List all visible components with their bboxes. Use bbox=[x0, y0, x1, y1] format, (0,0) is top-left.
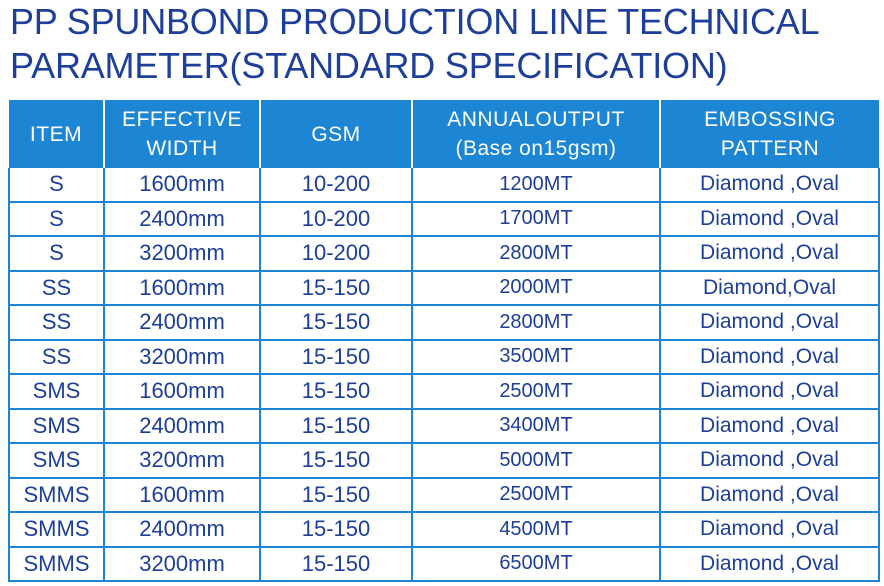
table-row: SMS 2400mm 15-150 3400MT Diamond ,Oval bbox=[8, 408, 880, 444]
cell-embossing-pattern: Diamond ,Oval bbox=[659, 339, 880, 375]
cell-item: S bbox=[8, 236, 104, 272]
cell-embossing-pattern: Diamond ,Oval bbox=[659, 374, 880, 410]
table-row: SMMS 3200mm 15-150 6500MT Diamond ,Oval bbox=[8, 546, 880, 582]
cell-embossing-pattern: Diamond ,Oval bbox=[659, 443, 880, 479]
cell-embossing-pattern: Diamond ,Oval bbox=[659, 236, 880, 272]
table-row: S 1600mm 10-200 1200MT Diamond ,Oval bbox=[8, 168, 880, 203]
header-item: ITEM bbox=[9, 100, 105, 168]
cell-annual-output: 3400MT bbox=[411, 408, 660, 444]
cell-item: SS bbox=[8, 270, 104, 306]
cell-width: 2400mm bbox=[103, 305, 260, 341]
cell-annual-output: 1200MT bbox=[411, 168, 660, 203]
table-row: SMS 1600mm 15-150 2500MT Diamond ,Oval bbox=[8, 374, 880, 410]
cell-annual-output: 2800MT bbox=[411, 236, 660, 272]
cell-annual-output: 2500MT bbox=[411, 374, 660, 410]
cell-gsm: 15-150 bbox=[259, 477, 412, 513]
cell-annual-output: 2800MT bbox=[411, 305, 660, 341]
cell-gsm: 15-150 bbox=[259, 512, 412, 548]
cell-gsm: 15-150 bbox=[259, 305, 412, 341]
cell-width: 1600mm bbox=[103, 477, 260, 513]
cell-width: 3200mm bbox=[103, 443, 260, 479]
cell-item: SMMS bbox=[8, 512, 104, 548]
cell-embossing-pattern: Diamond ,Oval bbox=[659, 201, 880, 237]
spec-table: ITEM EFFECTIVE WIDTH GSM ANNUALOUTPUT (B… bbox=[8, 100, 880, 582]
table-row: S 2400mm 10-200 1700MT Diamond ,Oval bbox=[8, 201, 880, 237]
header-gsm: GSM bbox=[260, 100, 413, 168]
cell-annual-output: 5000MT bbox=[411, 443, 660, 479]
cell-embossing-pattern: Diamond ,Oval bbox=[659, 512, 880, 548]
cell-width: 2400mm bbox=[103, 512, 260, 548]
cell-embossing-pattern: Diamond ,Oval bbox=[659, 477, 880, 513]
cell-item: SMS bbox=[8, 443, 104, 479]
title-line-1: PP SPUNBOND PRODUCTION LINE TECHNICAL bbox=[10, 1, 820, 42]
cell-gsm: 10-200 bbox=[259, 168, 412, 203]
table-row: S 3200mm 10-200 2800MT Diamond ,Oval bbox=[8, 236, 880, 272]
cell-item: S bbox=[8, 201, 104, 237]
table-row: SS 3200mm 15-150 3500MT Diamond ,Oval bbox=[8, 339, 880, 375]
header-annual-output: ANNUALOUTPUT (Base on15gsm) bbox=[412, 100, 661, 168]
cell-embossing-pattern: Diamond ,Oval bbox=[659, 408, 880, 444]
cell-annual-output: 3500MT bbox=[411, 339, 660, 375]
cell-annual-output: 1700MT bbox=[411, 201, 660, 237]
cell-annual-output: 4500MT bbox=[411, 512, 660, 548]
cell-gsm: 15-150 bbox=[259, 408, 412, 444]
header-embossing-pattern: EMBOSSING PATTERN bbox=[660, 100, 879, 168]
cell-width: 1600mm bbox=[103, 270, 260, 306]
cell-width: 2400mm bbox=[103, 408, 260, 444]
table-row: SMS 3200mm 15-150 5000MT Diamond ,Oval bbox=[8, 443, 880, 479]
cell-item: SS bbox=[8, 305, 104, 341]
table-row: SMMS 1600mm 15-150 2500MT Diamond ,Oval bbox=[8, 477, 880, 513]
title-line-2: PARAMETER(STANDARD SPECIFICATION) bbox=[10, 45, 728, 86]
cell-embossing-pattern: Diamond ,Oval bbox=[659, 168, 880, 203]
cell-annual-output: 2500MT bbox=[411, 477, 660, 513]
table-row: SS 2400mm 15-150 2800MT Diamond ,Oval bbox=[8, 305, 880, 341]
page-title: PP SPUNBOND PRODUCTION LINE TECHNICAL PA… bbox=[10, 0, 820, 88]
cell-width: 1600mm bbox=[103, 168, 260, 203]
cell-width: 3200mm bbox=[103, 546, 260, 582]
cell-width: 2400mm bbox=[103, 201, 260, 237]
cell-embossing-pattern: Diamond ,Oval bbox=[659, 305, 880, 341]
cell-width: 3200mm bbox=[103, 236, 260, 272]
cell-item: SMMS bbox=[8, 546, 104, 582]
cell-gsm: 10-200 bbox=[259, 236, 412, 272]
header-row: ITEM EFFECTIVE WIDTH GSM ANNUALOUTPUT (B… bbox=[9, 100, 879, 168]
cell-annual-output: 6500MT bbox=[411, 546, 660, 582]
table-row: SS 1600mm 15-150 2000MT Diamond,Oval bbox=[8, 270, 880, 306]
cell-item: SS bbox=[8, 339, 104, 375]
cell-width: 3200mm bbox=[103, 339, 260, 375]
cell-gsm: 15-150 bbox=[259, 270, 412, 306]
cell-item: S bbox=[8, 168, 104, 203]
cell-gsm: 10-200 bbox=[259, 201, 412, 237]
cell-item: SMS bbox=[8, 408, 104, 444]
cell-annual-output: 2000MT bbox=[411, 270, 660, 306]
cell-embossing-pattern: Diamond ,Oval bbox=[659, 546, 880, 582]
cell-item: SMMS bbox=[8, 477, 104, 513]
cell-gsm: 15-150 bbox=[259, 546, 412, 582]
cell-gsm: 15-150 bbox=[259, 339, 412, 375]
table-row: SMMS 2400mm 15-150 4500MT Diamond ,Oval bbox=[8, 512, 880, 548]
cell-item: SMS bbox=[8, 374, 104, 410]
cell-gsm: 15-150 bbox=[259, 374, 412, 410]
cell-embossing-pattern: Diamond,Oval bbox=[659, 270, 880, 306]
cell-gsm: 15-150 bbox=[259, 443, 412, 479]
header-effective-width: EFFECTIVE WIDTH bbox=[104, 100, 261, 168]
cell-width: 1600mm bbox=[103, 374, 260, 410]
